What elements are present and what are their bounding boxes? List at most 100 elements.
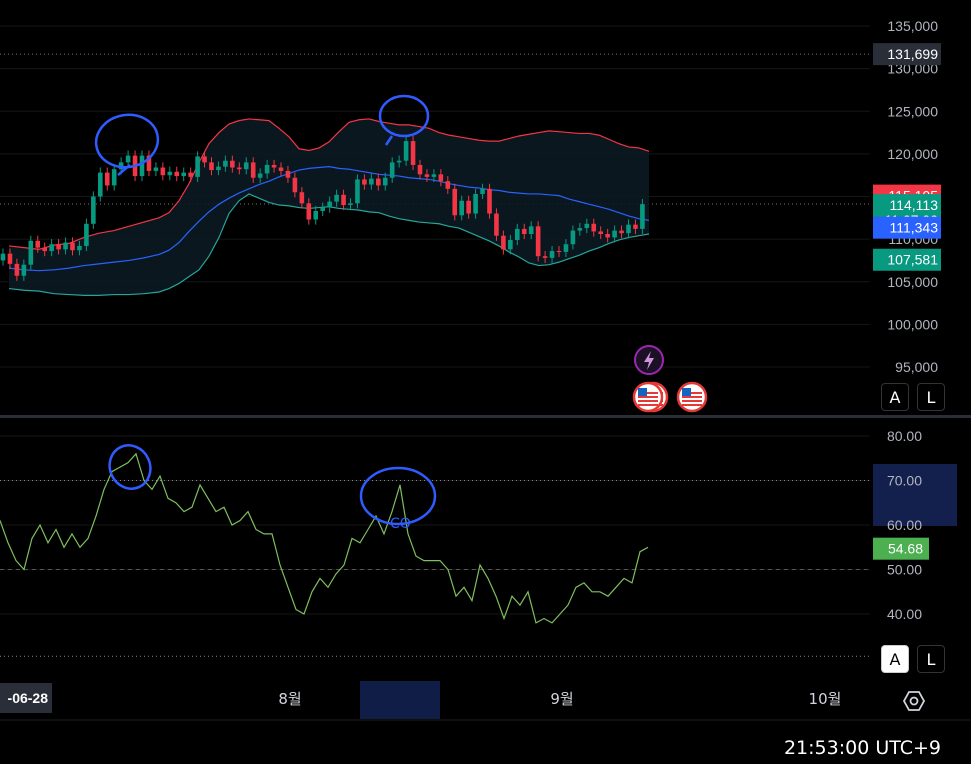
candle <box>14 263 20 276</box>
candle <box>285 170 291 178</box>
candle <box>508 239 513 250</box>
candle <box>403 141 409 161</box>
candle <box>0 253 6 261</box>
time-tick-label: 9월 <box>550 690 573 708</box>
candle <box>528 226 534 235</box>
rsi-line <box>0 452 649 624</box>
candle <box>271 164 277 168</box>
candle <box>313 210 319 220</box>
candle <box>376 178 381 186</box>
candle <box>70 242 75 251</box>
candle <box>487 188 492 214</box>
candle <box>188 172 193 177</box>
candle <box>146 155 152 171</box>
rsi-tick-label: 80.00 <box>887 428 922 444</box>
rsi-tick-label: 50.00 <box>887 562 922 578</box>
candle <box>181 172 186 177</box>
candle <box>35 240 41 248</box>
price-label-box <box>873 43 941 66</box>
rsi-tick-label: 60.00 <box>887 517 922 533</box>
candle <box>341 194 346 206</box>
candle <box>63 242 68 250</box>
time-tick-label: 10월 <box>809 690 842 708</box>
annotation-circle <box>359 466 437 526</box>
price-label: 111,343 <box>889 220 938 236</box>
candle <box>473 193 478 214</box>
candle <box>549 251 555 258</box>
candle <box>417 164 423 175</box>
candle <box>223 160 228 167</box>
candle <box>438 174 444 182</box>
price-label: 107,581 <box>887 252 938 268</box>
candle <box>633 224 638 229</box>
rsi-tick-label: 70.00 <box>887 473 922 489</box>
annotation-stroke <box>117 164 131 176</box>
candle <box>501 235 506 250</box>
candle <box>577 228 583 231</box>
rsi-highlight-region <box>873 464 957 526</box>
annotation-text: CO <box>390 516 411 532</box>
candle <box>195 156 200 177</box>
candle <box>382 177 388 186</box>
candle <box>605 234 610 238</box>
candle <box>396 160 402 163</box>
candle <box>334 194 339 202</box>
date-chip: -06-28 <box>0 683 52 713</box>
candle <box>515 228 520 240</box>
candle <box>264 164 270 174</box>
flag-stripe <box>638 396 658 398</box>
price-tick-label: 95,000 <box>895 359 938 375</box>
annotation-circle <box>378 94 430 138</box>
price-auto-scale-button[interactable]: A <box>881 383 909 411</box>
candle <box>327 201 332 208</box>
flag-stripe <box>638 392 658 394</box>
candle <box>111 169 117 186</box>
candle <box>640 204 645 229</box>
candle <box>556 251 562 253</box>
candle <box>56 244 61 250</box>
candle <box>619 230 624 234</box>
candle <box>494 213 499 236</box>
rsi-auto-scale-button[interactable]: A <box>881 645 909 673</box>
candle <box>49 244 54 252</box>
candle <box>369 178 374 185</box>
candle <box>153 167 159 171</box>
annotation-stroke <box>384 135 394 146</box>
time-highlight-region <box>360 681 440 719</box>
candle <box>445 181 451 189</box>
annotation-circle <box>94 113 160 169</box>
annotation-circle <box>108 444 152 490</box>
candle <box>125 155 131 163</box>
candle <box>42 247 47 252</box>
flag-stripe <box>638 404 658 406</box>
settings-icon[interactable] <box>902 689 926 713</box>
candle <box>591 223 597 232</box>
candle <box>139 155 145 177</box>
candle <box>542 256 548 258</box>
candle <box>306 203 312 220</box>
candle <box>320 207 325 211</box>
candle <box>410 141 416 165</box>
candle <box>480 188 485 194</box>
candle <box>104 172 110 186</box>
candle <box>174 171 180 177</box>
bollinger-lower <box>8 193 650 296</box>
candle <box>216 166 221 171</box>
candle <box>237 167 242 170</box>
candle <box>202 156 207 163</box>
candle <box>230 160 235 168</box>
time-tick-label: 8월 <box>278 690 301 708</box>
flag-canton <box>682 388 691 396</box>
price-label-box <box>873 248 941 271</box>
bollinger-fill <box>9 118 649 296</box>
candle <box>355 179 360 204</box>
candle <box>466 200 471 214</box>
price-log-scale-button[interactable]: L <box>917 383 945 411</box>
rsi-tick-label: 40.00 <box>887 606 922 622</box>
rsi-log-scale-button[interactable]: L <box>917 645 945 673</box>
flag-stripe <box>682 404 702 406</box>
flag-canton <box>638 388 647 396</box>
candle <box>299 192 305 204</box>
flag-stripe <box>682 392 702 394</box>
